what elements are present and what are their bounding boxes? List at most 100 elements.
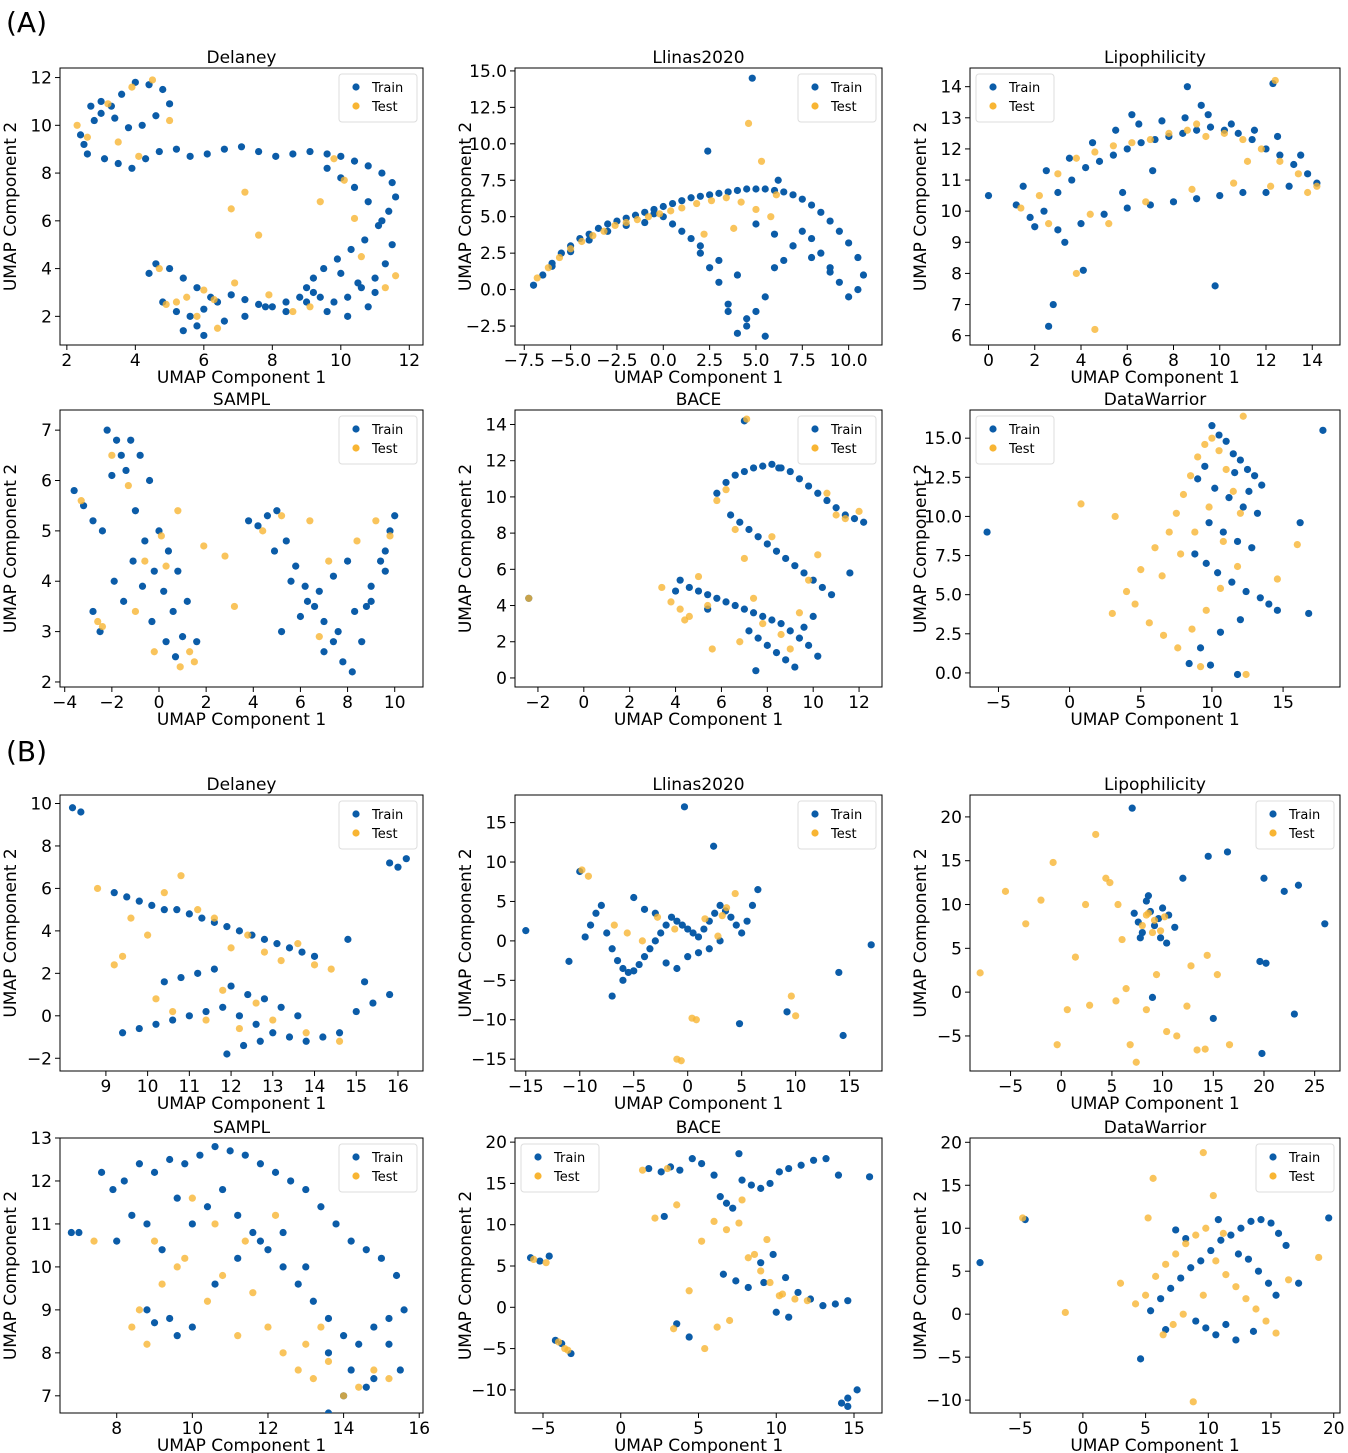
train-point xyxy=(160,978,168,986)
train-point xyxy=(1285,182,1293,190)
train-point xyxy=(155,147,163,156)
legend-label-train: Train xyxy=(830,808,862,823)
scatter-points xyxy=(67,1142,408,1413)
test-point xyxy=(638,937,646,945)
train-point xyxy=(381,547,389,555)
train-point xyxy=(659,202,667,211)
y-tick-label: −5 xyxy=(482,971,507,991)
legend-label-test: Test xyxy=(371,442,398,457)
test-point xyxy=(701,915,709,923)
train-point xyxy=(763,540,771,548)
test-point xyxy=(279,1349,287,1357)
chart-8: Llinas2020 −15 −10 −5 0 5 10 15 −15 −10 −5 0 5 10 15 UM… xyxy=(456,775,883,1114)
legend-label-train: Train xyxy=(830,81,862,96)
train-point xyxy=(529,281,538,289)
train-point xyxy=(983,528,991,536)
x-tick-label: 2 xyxy=(624,693,635,713)
train-point xyxy=(1257,1216,1265,1224)
train-point xyxy=(774,176,782,184)
x-tick-label: 13 xyxy=(262,1077,284,1097)
test-point xyxy=(1208,434,1216,442)
train-point xyxy=(1294,881,1303,889)
test-point xyxy=(814,551,822,559)
train-point xyxy=(202,1007,210,1016)
train-point xyxy=(254,522,262,530)
train-point xyxy=(381,260,389,268)
train-point xyxy=(716,1193,724,1201)
test-point xyxy=(1205,503,1213,511)
test-point xyxy=(127,914,135,922)
legend-label-test: Test xyxy=(1008,442,1035,457)
test-point xyxy=(269,1016,277,1024)
test-point xyxy=(190,658,198,666)
x-tick-label: −2 xyxy=(525,693,550,713)
y-tick-label: −10 xyxy=(926,1391,962,1411)
test-point xyxy=(757,157,766,165)
train-point xyxy=(118,1029,127,1037)
train-point xyxy=(844,1394,852,1402)
y-axis-label: UMAP Component 2 xyxy=(1,1191,21,1360)
train-point xyxy=(117,451,125,459)
test-point xyxy=(1105,220,1113,228)
legend-label-test: Test xyxy=(830,442,857,457)
train-point xyxy=(727,913,735,921)
train-point xyxy=(630,893,638,902)
y-tick-label: 9 xyxy=(951,233,962,253)
train-point xyxy=(135,897,143,905)
test-point xyxy=(1109,142,1117,150)
chart-title: Llinas2020 xyxy=(652,48,744,68)
test-point xyxy=(1063,1006,1071,1014)
y-tick-label: 5.0 xyxy=(480,208,507,228)
test-point xyxy=(749,594,758,602)
train-point xyxy=(166,1314,174,1323)
y-axis-label: UMAP Component 2 xyxy=(911,122,931,291)
test-point xyxy=(622,218,630,227)
test-point xyxy=(713,1323,721,1331)
y-tick-label: −5 xyxy=(937,1348,962,1368)
test-point xyxy=(1049,858,1057,867)
train-point xyxy=(347,1237,355,1245)
train-point xyxy=(1245,487,1253,495)
test-point xyxy=(663,1164,671,1173)
train-point xyxy=(388,241,396,249)
test-point xyxy=(172,298,181,306)
test-point xyxy=(1219,537,1227,546)
legend: Train Test xyxy=(1255,1143,1335,1193)
train-point xyxy=(1227,1231,1235,1239)
train-point xyxy=(173,1194,181,1202)
test-point xyxy=(722,486,730,494)
test-point xyxy=(169,1007,177,1016)
train-point xyxy=(740,467,748,476)
test-point xyxy=(681,616,689,624)
test-point xyxy=(1035,192,1043,200)
test-point xyxy=(752,205,760,214)
x-tick-label: 8 xyxy=(111,1419,122,1439)
test-point xyxy=(1201,1045,1209,1053)
test-point xyxy=(1145,619,1153,627)
y-tick-label: 15.0 xyxy=(924,429,962,449)
test-point xyxy=(1262,1317,1270,1325)
test-point xyxy=(1267,182,1275,190)
train-point xyxy=(749,609,758,617)
y-tick-label: 20 xyxy=(940,1133,962,1153)
train-point xyxy=(1260,874,1268,882)
test-point xyxy=(150,1237,159,1245)
y-tick-label: 8 xyxy=(951,264,962,284)
train-point xyxy=(1233,670,1242,679)
train-point xyxy=(783,1008,791,1016)
train-point xyxy=(302,1037,310,1045)
x-axis-label: UMAP Component 1 xyxy=(614,1436,783,1453)
test-point xyxy=(231,279,239,287)
test-point xyxy=(530,1255,538,1263)
train-point xyxy=(203,1203,212,1211)
train-point xyxy=(668,220,677,228)
train-point xyxy=(635,960,643,969)
test-point xyxy=(1202,132,1210,141)
test-point xyxy=(655,210,664,218)
train-point xyxy=(261,303,270,311)
x-tick-label: −7.5 xyxy=(504,351,545,371)
train-point xyxy=(150,567,158,575)
train-point xyxy=(1167,1284,1175,1292)
train-point xyxy=(1128,111,1136,119)
train-point xyxy=(391,512,399,520)
